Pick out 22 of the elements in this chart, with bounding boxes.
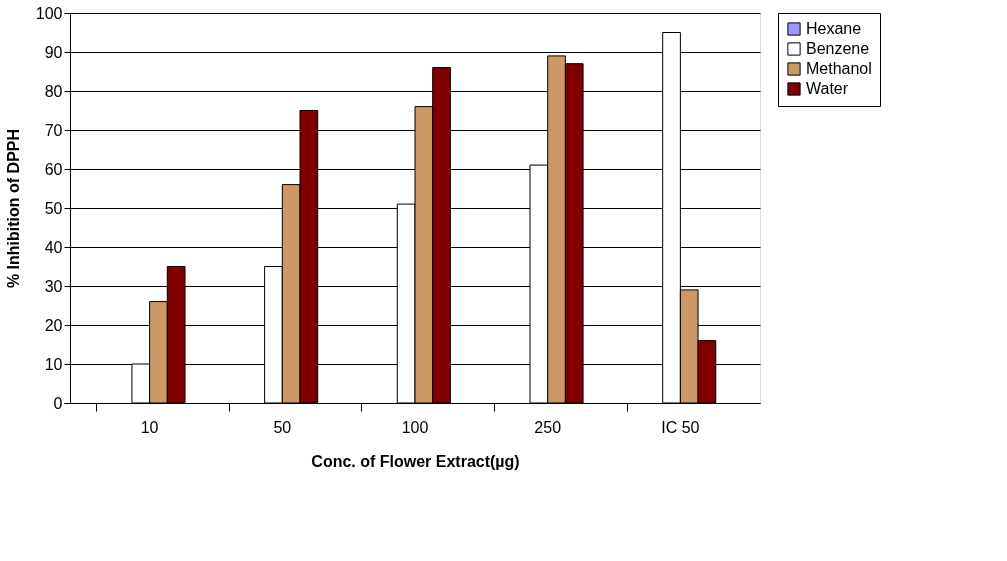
y-tick-label: 50 [44,199,63,217]
y-tick-label: 40 [44,238,63,256]
y-tick-label: 10 [44,355,63,373]
y-tick-label: 20 [44,316,63,334]
x-tick-label: 10 [140,418,159,436]
y-tick-label: 100 [35,4,63,22]
x-tick-label: IC 50 [661,418,700,436]
x-tick-label: 100 [401,418,429,436]
y-tick-label: 90 [44,43,63,61]
x-tick-label: 50 [273,418,292,436]
legend-label: Water [806,80,849,97]
x-axis-title: Conc. of Flower Extract(µg) [311,452,520,470]
y-tick-label: 0 [53,394,63,412]
y-tick-label: 60 [44,160,63,178]
legend-label: Benzene [806,40,870,57]
legend-label: Hexane [806,20,862,37]
legend-label: Methanol [806,60,872,77]
y-tick-label: 30 [44,277,63,295]
x-tick-label: 250 [534,418,562,436]
y-tick-label: 70 [44,121,63,139]
y-tick-label: 80 [44,82,63,100]
y-axis-title: % Inhibition of DPPH [4,128,22,289]
